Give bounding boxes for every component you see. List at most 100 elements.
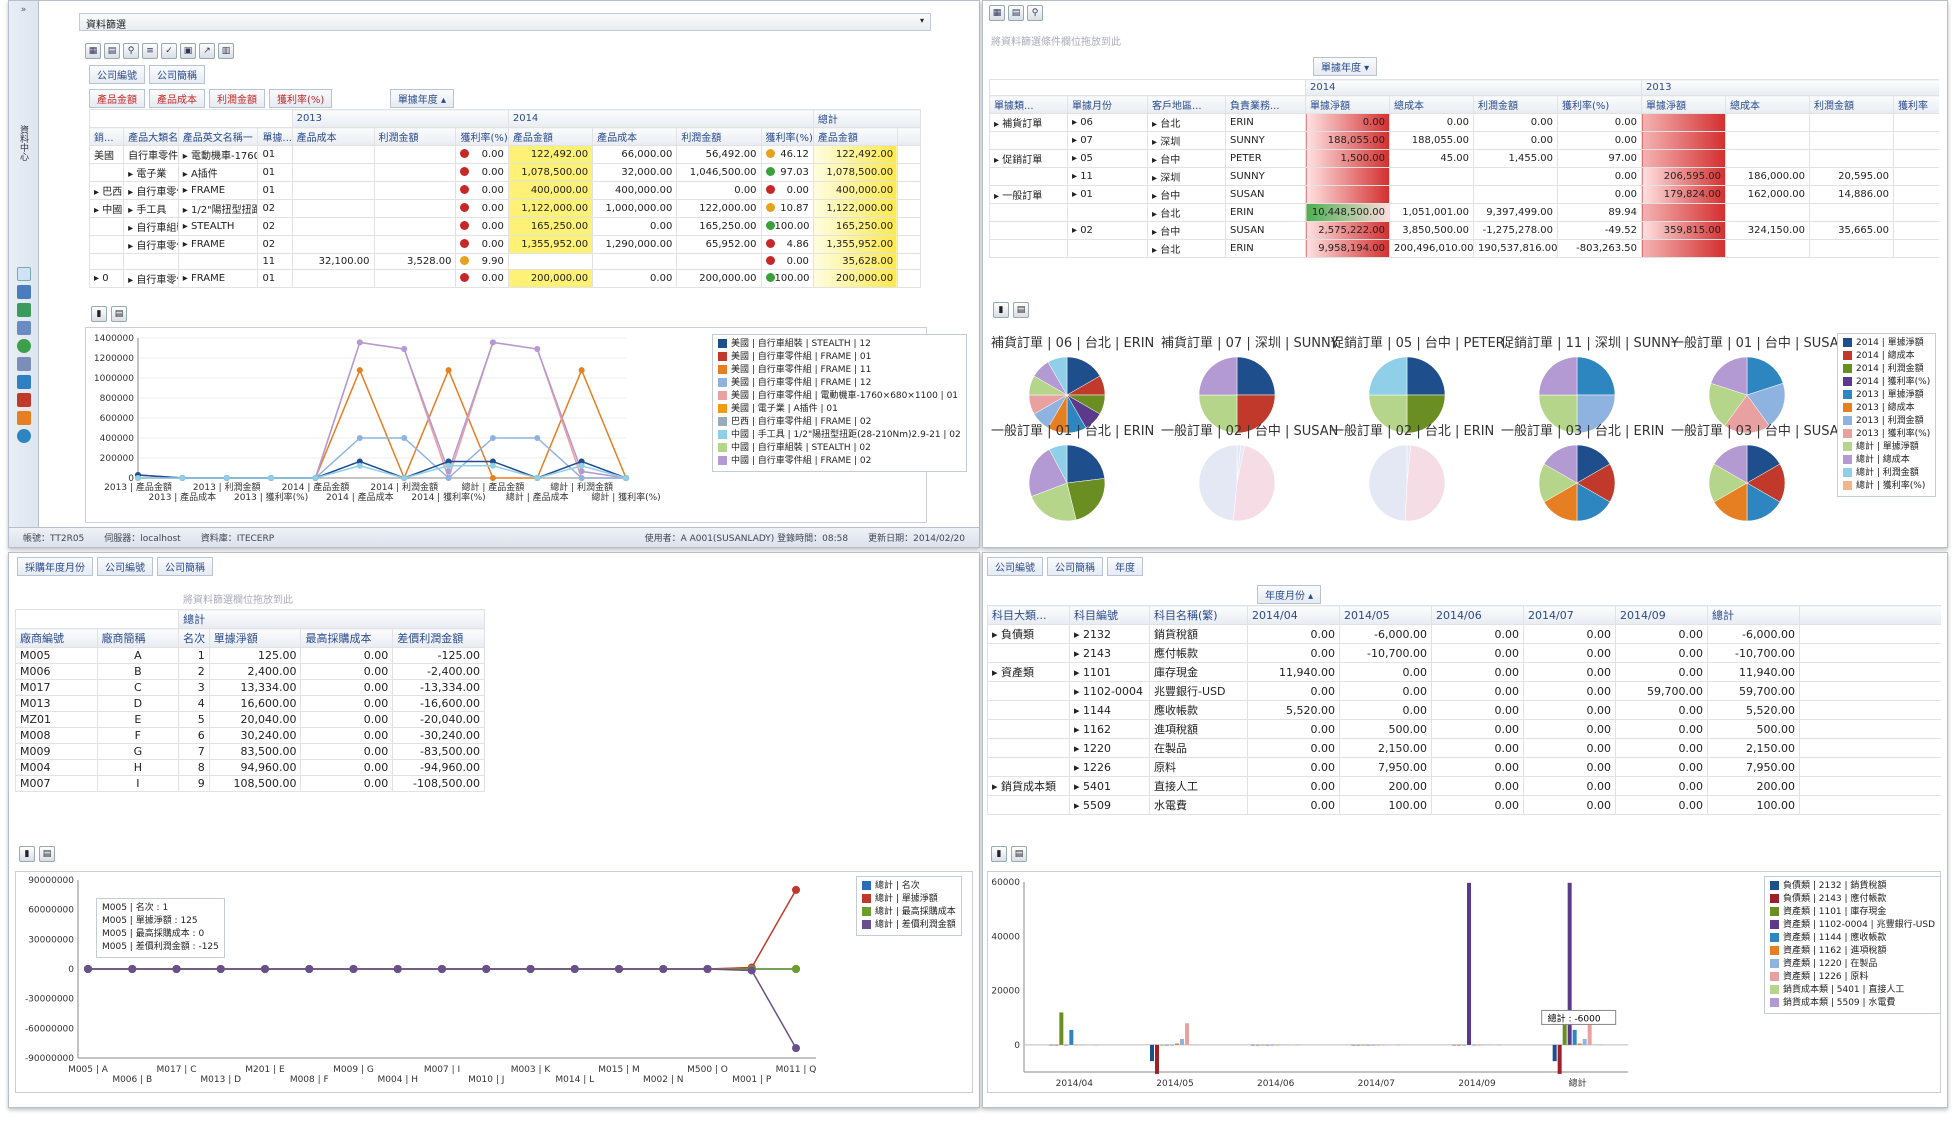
data-point[interactable] [445,468,452,475]
data-point[interactable] [578,458,585,465]
table-row[interactable]: ▸ 自行車零件組▸ FRAME020.001,355,952.001,290,0… [89,235,921,254]
pie-slice[interactable] [1746,356,1784,396]
table-row[interactable]: ▸ 台北 ERIN 10,448,500.00 1,051,001.00 9,397,4… [989,203,1939,222]
table-row[interactable]: ▸ 11 ▸ 深圳 SUNNY 0.00 206,595.00 186,000.00 20,… [989,167,1939,186]
chip-company-id[interactable]: 公司編號 [89,65,145,84]
chip-purchase-month[interactable]: 採購年度月份 [17,557,93,576]
row-field-header[interactable]: 科目名稱(繁) [1149,605,1248,625]
chevron-down-icon[interactable]: ▾ [919,16,924,25]
filter-bar[interactable]: 資料篩選 ▾ [79,13,931,31]
bar[interactable] [1381,1044,1386,1046]
data-point[interactable] [578,462,585,469]
bar[interactable] [1396,1044,1401,1046]
pie-chart[interactable] [1708,444,1786,522]
table-row[interactable]: ▸ 資產類 ▸ 1101 庫存現金 11,940.00 0.00 0.00 0.00 0.00… [987,662,1941,682]
pie-slice[interactable] [1028,449,1068,497]
bar[interactable] [1084,1044,1089,1046]
bar[interactable] [1371,1044,1376,1046]
disk-icon[interactable]: ▥ [218,43,234,59]
bar[interactable] [1582,1039,1587,1045]
bar[interactable] [1487,1044,1491,1046]
bar[interactable] [1462,1044,1466,1046]
bar[interactable] [1275,1044,1280,1046]
bar[interactable] [1290,1044,1295,1046]
check-icon[interactable]: ✓ [161,43,177,59]
data-point[interactable] [128,965,137,973]
data-point[interactable] [703,965,712,973]
bar[interactable] [1089,1044,1094,1046]
chart-settings-icon[interactable]: ▤ [1011,846,1027,862]
data-point[interactable] [747,966,756,975]
data-point[interactable] [135,475,141,481]
bar[interactable] [1557,1044,1562,1074]
filter-icon[interactable]: ⚲ [123,43,139,59]
bar[interactable] [1190,1044,1194,1045]
flag-icon[interactable] [17,411,31,425]
row-field-header[interactable]: 單據月份 [1067,95,1148,114]
pie-slice[interactable] [1198,356,1238,396]
bar[interactable] [1079,1044,1084,1046]
row-field-header[interactable]: 廠商簡稱 [96,628,180,648]
chip-cost[interactable]: 產品成本 [149,89,205,108]
bar[interactable] [1567,882,1572,1045]
bar[interactable] [1592,1044,1597,1045]
bar[interactable] [1482,1044,1486,1046]
bar-chart-icon[interactable]: ▮ [991,846,1007,862]
bar[interactable] [1285,1044,1290,1046]
bar[interactable] [1572,1029,1577,1045]
table-row[interactable]: ▸ 促銷訂單 ▸ 05 ▸ 台中 PETER 1,500.00 45.00 1,455.00… [989,149,1939,168]
pivot-grid-br[interactable]: 科目大類... 科目編號 科目名稱(繁) 2014/04 2014/05 201… [987,605,1941,887]
filter-dropzone[interactable]: 將資料篩選條件欄位拖放到此 [991,37,1121,48]
data-point[interactable] [179,475,186,481]
chip-company-id[interactable]: 公司編號 [97,557,153,576]
pie-slice[interactable] [1708,382,1748,427]
grid-icon[interactable]: ▦ [85,43,101,59]
data-point[interactable] [305,965,314,973]
data-point[interactable] [570,965,579,973]
chip-company-name[interactable]: 公司簡稱 [1047,557,1103,576]
home-icon[interactable] [17,393,31,407]
data-point[interactable] [223,475,230,481]
bar[interactable] [1492,1044,1496,1046]
row-field-header[interactable]: 銷... [89,127,125,146]
dollar-icon[interactable] [17,339,31,353]
pie-slice[interactable] [1368,444,1408,522]
bar[interactable] [1562,1012,1567,1045]
data-point[interactable] [401,435,408,441]
bar[interactable] [1270,1044,1275,1046]
pie-slice[interactable] [1404,444,1446,522]
col-field-chip[interactable]: 單據年度 ▾ [1313,57,1381,76]
pie-slice[interactable] [1406,356,1446,396]
bar[interactable] [1552,1044,1557,1062]
table-row[interactable]: ▸ 1162 進項稅額 0.00 500.00 0.00 0.00 0.00 500.00 [987,719,1941,739]
table-row[interactable]: ▸ 中國▸ 手工具▸ 1/2"陽扭型扭距(2...020.001,122,000… [89,199,921,218]
pie-slice[interactable] [1047,356,1068,396]
data-point[interactable] [534,346,541,352]
pie-chart[interactable] [1708,356,1786,434]
chip-company-id[interactable]: 公司編號 [987,557,1043,576]
bar[interactable] [1472,1044,1476,1046]
table-row[interactable]: M013 D 4 16,600.00 0.00 -16,600.00 [15,695,485,712]
pie-slice[interactable] [1368,394,1408,434]
table-row[interactable]: ▸ 0▸ 自行車零件組▸ FRAME010.00200,000.000.0020… [89,269,921,288]
bar[interactable] [1260,1044,1265,1046]
calendar-icon[interactable] [17,321,31,335]
data-point[interactable] [489,458,496,465]
row-field-header[interactable]: 產品英文名稱一 [177,127,259,146]
pie-slice[interactable] [1710,356,1748,396]
data-point[interactable] [482,965,491,973]
table-row[interactable]: ▸ 5509 水電費 0.00 100.00 0.00 0.00 0.00 100.00 [987,795,1941,815]
table-row[interactable]: 11 32,100.00 3,528.00 9.90 0.00 35,628.00 [89,253,921,270]
data-point[interactable] [445,367,452,374]
bar[interactable] [1185,1023,1189,1045]
chart-settings-icon[interactable]: ▤ [39,846,55,862]
table-row[interactable]: ▸ 1226 原料 0.00 7,950.00 0.00 0.00 0.00 7,950.00 [987,757,1941,777]
chip-profit[interactable]: 利潤金額 [209,89,265,108]
bar[interactable] [1295,1044,1300,1046]
pie-chart[interactable] [1538,444,1616,522]
data-point[interactable] [534,475,541,481]
data-point[interactable] [615,965,623,973]
data-point[interactable] [356,458,363,465]
bar[interactable] [1180,1039,1184,1045]
